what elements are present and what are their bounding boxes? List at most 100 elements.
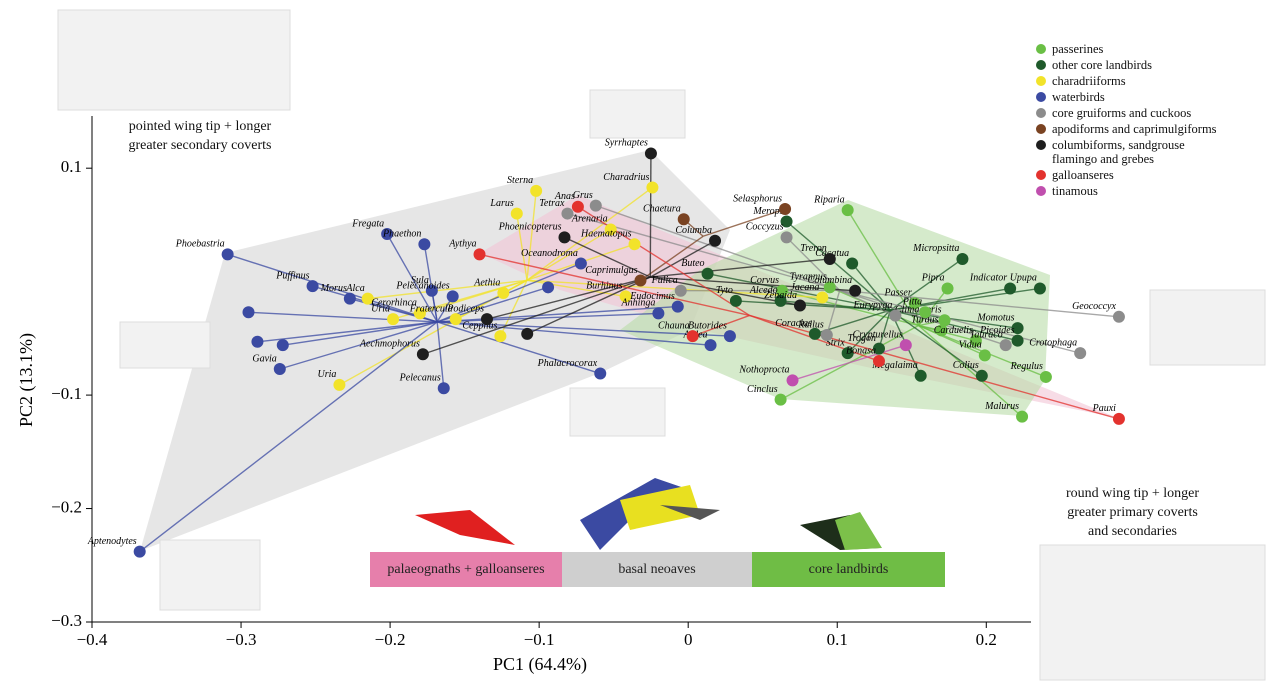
point-label: Oceanodroma xyxy=(521,248,578,259)
legend-label: columbiforms, sandgrouse flamingo and gr… xyxy=(1052,138,1185,166)
point xyxy=(775,394,787,406)
clade-label: basal neoaves xyxy=(562,552,752,587)
legend-swatch xyxy=(1036,44,1046,54)
wing-grid xyxy=(120,322,210,368)
point-label: Morus xyxy=(320,283,347,294)
point-label: Pitta xyxy=(902,297,922,308)
point-label: Puffinus xyxy=(275,270,309,281)
wing-shape xyxy=(415,510,515,545)
point-label: Arenaria xyxy=(571,214,608,225)
point xyxy=(1034,282,1046,294)
point-label: Regulus xyxy=(1010,361,1043,372)
point-label: Columba xyxy=(675,225,712,236)
annotation: pointed wing tip + longer greater second… xyxy=(85,117,315,155)
point-label: Uria xyxy=(318,369,337,380)
point-label: Pipra xyxy=(921,273,945,284)
point-label: Caprimulgus xyxy=(585,265,637,276)
point-label: Anas xyxy=(554,191,575,202)
wing-grid xyxy=(160,540,260,610)
point-label: Aythya xyxy=(448,239,476,250)
point-label: Cinclus xyxy=(747,384,778,395)
legend-item: apodiforms and caprimulgiforms xyxy=(1036,122,1217,136)
legend-item: passerines xyxy=(1036,42,1217,56)
y-tick-label: 0.1 xyxy=(61,157,82,176)
point-label: Fregata xyxy=(351,218,384,229)
point xyxy=(702,268,714,280)
point xyxy=(251,336,263,348)
x-tick-label: −0.3 xyxy=(226,630,257,649)
point xyxy=(787,374,799,386)
point-label: Crotophaga xyxy=(1029,337,1077,348)
y-tick-label: −0.1 xyxy=(51,384,82,403)
point xyxy=(274,363,286,375)
point xyxy=(705,339,717,351)
point xyxy=(873,355,885,367)
point-label: Haematopus xyxy=(580,228,632,239)
point xyxy=(481,313,493,325)
point xyxy=(590,200,602,212)
point xyxy=(915,370,927,382)
x-tick-label: 0.2 xyxy=(976,630,997,649)
point xyxy=(438,382,450,394)
point-label: Larus xyxy=(489,198,513,209)
point-label: Selasphorus xyxy=(733,193,782,204)
point-label: Geococcyx xyxy=(1072,301,1116,312)
y-axis-title: PC2 (13.1%) xyxy=(16,333,37,427)
point xyxy=(511,208,523,220)
point xyxy=(542,281,554,293)
point-label: Columbina xyxy=(808,275,852,286)
point xyxy=(956,253,968,265)
point xyxy=(494,330,506,342)
point-label: Momotus xyxy=(976,312,1014,323)
point-label: Pelecanus xyxy=(399,373,441,384)
point xyxy=(724,330,736,342)
point xyxy=(333,379,345,391)
point xyxy=(821,329,833,341)
point xyxy=(134,546,146,558)
point-label: Phalacrocorax xyxy=(537,358,598,369)
point xyxy=(418,238,430,250)
point xyxy=(474,248,486,260)
point xyxy=(1113,311,1125,323)
point xyxy=(824,253,836,265)
point-label: Nothoprocta xyxy=(738,365,789,376)
legend-label: apodiforms and caprimulgiforms xyxy=(1052,122,1217,136)
point-label: Tyto xyxy=(716,285,733,296)
legend-label: other core landbirds xyxy=(1052,58,1152,72)
wing-grid xyxy=(58,10,290,110)
point xyxy=(243,306,255,318)
point-label: Phoebastria xyxy=(175,239,225,250)
x-axis-title: PC1 (64.4%) xyxy=(493,654,587,675)
point-label: Pelecanoides xyxy=(395,281,449,292)
point xyxy=(842,204,854,216)
wing-grid xyxy=(1150,290,1265,365)
legend-item: core gruiforms and cuckoos xyxy=(1036,106,1217,120)
point xyxy=(417,348,429,360)
point-label: Charadrius xyxy=(603,172,649,183)
point-label: Malurus xyxy=(984,401,1019,412)
legend-swatch xyxy=(1036,60,1046,70)
legend-swatch xyxy=(1036,140,1046,150)
point xyxy=(561,208,573,220)
point xyxy=(1000,339,1012,351)
point xyxy=(307,280,319,292)
point-label: Chauna xyxy=(658,320,690,331)
x-tick-label: 0 xyxy=(684,630,693,649)
point-label: Phaethon xyxy=(382,228,421,239)
point-label: Sterna xyxy=(507,175,533,186)
point xyxy=(277,339,289,351)
point xyxy=(730,295,742,307)
legend-item: waterbirds xyxy=(1036,90,1217,104)
point xyxy=(387,313,399,325)
wing-grid xyxy=(1040,545,1265,680)
point-label: Aptenodytes xyxy=(87,536,137,547)
point xyxy=(687,330,699,342)
point xyxy=(1012,335,1024,347)
point-label: Eurypyga xyxy=(852,300,892,311)
point xyxy=(1040,371,1052,383)
legend-swatch xyxy=(1036,170,1046,180)
point-label: Merops xyxy=(752,206,783,217)
point-label: Burhinus xyxy=(586,281,623,292)
x-tick-label: −0.1 xyxy=(524,630,555,649)
point-label: Pauxi xyxy=(1092,403,1117,414)
